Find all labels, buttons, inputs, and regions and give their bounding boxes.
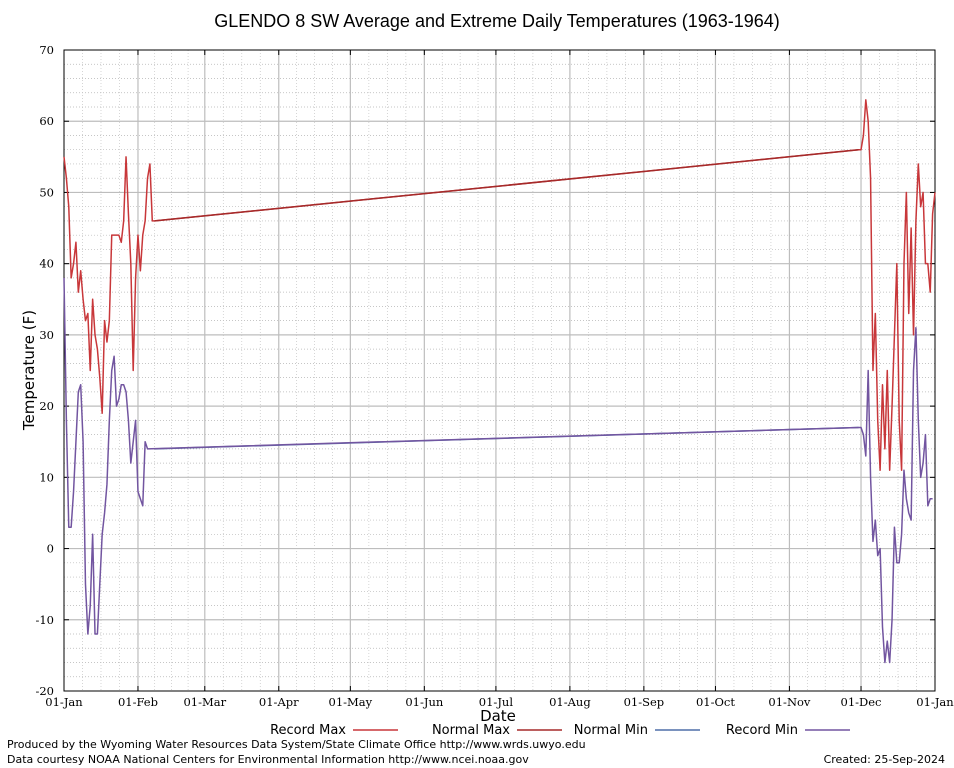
y-tick-label: -10 <box>35 613 54 627</box>
series-line-record-min <box>63 277 933 664</box>
series-line-record-max <box>63 99 936 471</box>
x-tick-label: 01-Dec <box>841 695 882 709</box>
x-tick-label: 01-Jul <box>479 695 514 709</box>
y-tick-label: 70 <box>39 43 54 57</box>
temperature-chart: GLENDO 8 SW Average and Extreme Daily Te… <box>20 11 954 738</box>
y-tick-label: 60 <box>39 114 54 128</box>
x-tick-label: 01-Mar <box>183 695 226 709</box>
series-line-normal-max <box>154 148 859 222</box>
y-axis-label: Temperature (F) <box>20 310 38 431</box>
legend-label: Record Min <box>726 723 798 738</box>
x-tick-label: 01-Sep <box>624 695 665 709</box>
x-tick-label: 01-May <box>329 695 373 709</box>
legend-label: Normal Min <box>574 723 648 738</box>
y-tick-label: 0 <box>47 542 54 556</box>
y-tick-label: 50 <box>39 185 54 199</box>
x-tick-label: 01-Nov <box>768 695 811 709</box>
x-tick-label: 01-Oct <box>696 695 735 709</box>
x-axis-label: Date <box>480 707 516 725</box>
series-lines <box>63 99 936 664</box>
grid-lines <box>64 50 935 691</box>
legend-label: Normal Max <box>432 723 510 738</box>
x-tick-label: 01-Feb <box>118 695 158 709</box>
x-tick-label: 01-Jun <box>405 695 444 709</box>
y-tick-label: 20 <box>39 399 54 413</box>
x-tick-label: 01-Jan <box>45 695 83 709</box>
axis-ticks: -20 -10 0 10 20 30 40 50 60 70 01-Jan 01-Feb 01-Mar 0… <box>35 43 954 709</box>
created-date: Created: 25-Sep-2024 <box>823 753 945 766</box>
legend-label: Record Max <box>270 723 346 738</box>
y-tick-label: 40 <box>39 257 54 271</box>
legend: Record Max Normal Max Normal Min Record Min <box>270 723 850 738</box>
chart-title: GLENDO 8 SW Average and Extreme Daily Te… <box>214 11 780 31</box>
y-tick-label: 10 <box>39 470 54 484</box>
x-tick-label: 01-Apr <box>259 695 299 709</box>
plot-frame <box>63 49 936 692</box>
x-tick-label: 01-Aug <box>549 695 591 709</box>
credit-line-ncei: Data courtesy NOAA National Centers for … <box>7 753 529 766</box>
x-tick-label: 01-Jan <box>916 695 954 709</box>
y-tick-label: 30 <box>39 328 54 342</box>
y-tick-label: -20 <box>35 684 54 698</box>
credit-line-wrds: Produced by the Wyoming Water Resources … <box>7 738 586 751</box>
